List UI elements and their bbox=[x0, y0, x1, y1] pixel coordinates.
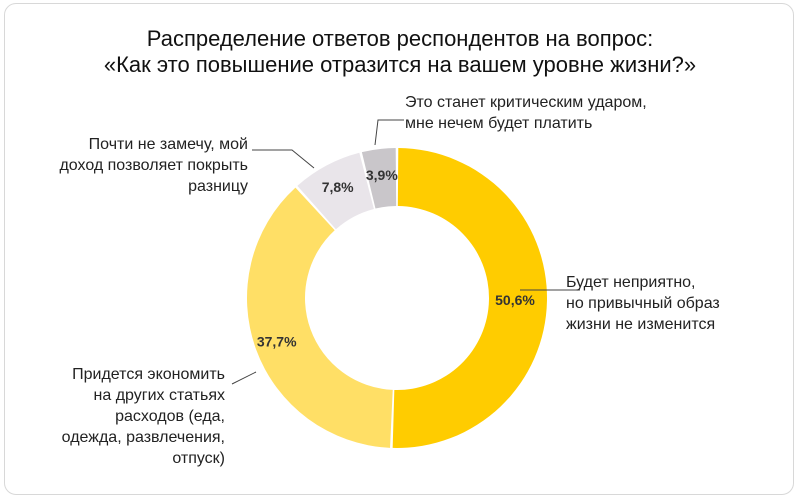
slice-label-line: Это станет критическим ударом, bbox=[405, 94, 647, 111]
slice-label-critical: Это станет критическим ударом, мне нечем… bbox=[405, 92, 705, 134]
slice-label-line: доход позволяет покрыть bbox=[59, 157, 248, 174]
donut-slice bbox=[297, 152, 374, 230]
leader-line bbox=[231, 371, 257, 385]
slice-label-line: жизни не изменится bbox=[566, 316, 716, 333]
slice-value-label: 50,6% bbox=[495, 292, 535, 308]
donut-slice bbox=[361, 148, 397, 209]
leader-line bbox=[374, 119, 404, 146]
slice-label-line: одежда, развлечения, bbox=[61, 429, 225, 446]
slice-label-line: Почти не замечу, мой bbox=[88, 136, 248, 153]
slice-label-unpleasant: Будет неприятно, но привычный образ жизн… bbox=[566, 272, 776, 335]
slice-label-line: разницу bbox=[188, 178, 248, 195]
chart-title-line: Распределение ответов респондентов на во… bbox=[146, 26, 654, 51]
donut-slice bbox=[392, 148, 547, 449]
slice-label-line: отпуск) bbox=[172, 450, 225, 467]
slice-label-line: но привычный образ bbox=[566, 295, 720, 312]
slice-value-label: 37,7% bbox=[257, 334, 297, 350]
slice-label-line: расходов (еда, bbox=[115, 408, 225, 425]
slice-value-label: 3,9% bbox=[366, 167, 398, 183]
slice-label-economize: Придется экономить на других статьях рас… bbox=[20, 364, 225, 469]
leader-line bbox=[252, 149, 315, 169]
slice-label-line: на других статьях bbox=[93, 387, 225, 404]
slice-label-barely-notice: Почти не замечу, мой доход позволяет пок… bbox=[20, 134, 248, 197]
slice-label-line: Придется экономить bbox=[72, 366, 225, 383]
donut-slice bbox=[247, 187, 393, 448]
chart-title: Распределение ответов респондентов на во… bbox=[0, 26, 800, 78]
slice-label-line: Будет неприятно, bbox=[566, 274, 696, 291]
slice-label-line: мне нечем будет платить bbox=[405, 115, 593, 132]
slice-value-label: 7,8% bbox=[322, 179, 354, 195]
chart-title-line: «Как это повышение отразится на вашем ур… bbox=[103, 52, 697, 77]
